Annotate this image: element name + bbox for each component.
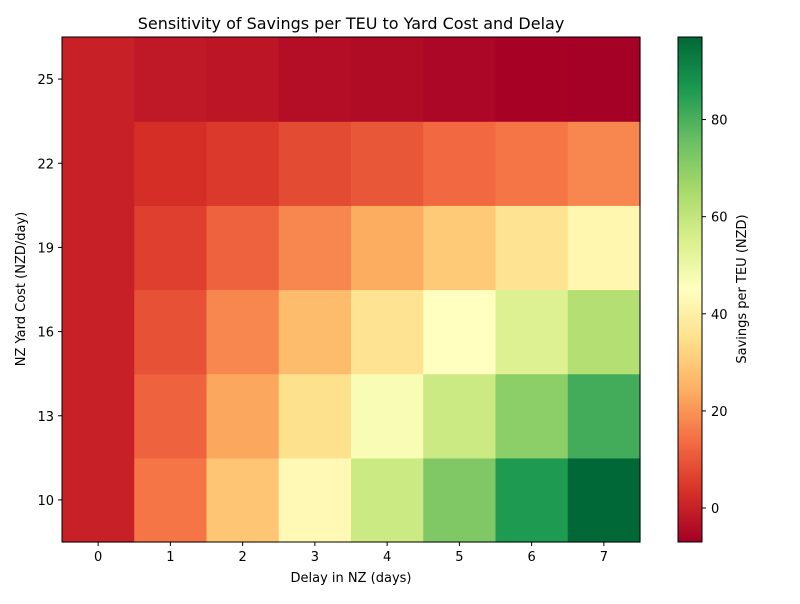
heatmap-cell <box>134 121 208 206</box>
heatmap-cell <box>62 373 135 459</box>
x-tick-label: 7 <box>600 550 608 565</box>
heatmap-cell <box>278 457 352 543</box>
colorbar-tick-label: 60 <box>711 211 728 226</box>
x-tick-label: 5 <box>455 550 463 565</box>
heatmap-cell <box>62 37 135 122</box>
heatmap-cell <box>134 205 208 291</box>
x-tick-label: 6 <box>527 550 535 565</box>
y-tick-label: 19 <box>37 241 54 256</box>
heatmap-cell <box>206 373 280 459</box>
heatmap-cell <box>351 121 424 206</box>
heatmap-cell <box>278 205 352 291</box>
x-axis-label: Delay in NZ (days) <box>291 571 412 586</box>
x-tick-label: 1 <box>166 550 174 565</box>
colorbar-tick-label: 80 <box>711 114 728 129</box>
heatmap-cell <box>206 205 280 291</box>
y-tick-label: 10 <box>37 494 54 509</box>
heatmap-cell <box>134 289 208 375</box>
heatmap-cell <box>351 457 424 543</box>
y-tick-label: 22 <box>37 157 54 172</box>
colorbar-tick-label: 20 <box>711 405 728 420</box>
colorbar-tick-label: 0 <box>711 502 719 517</box>
heatmap-cell <box>423 289 497 375</box>
heatmap-cell <box>351 205 424 291</box>
heatmap-cell <box>423 205 497 291</box>
heatmap-cell <box>134 457 208 543</box>
heatmap-cell <box>423 373 497 459</box>
colorbar-label: Savings per TEU (NZD) <box>735 214 750 363</box>
heatmap-cell <box>495 205 569 291</box>
heatmap-cells <box>62 37 641 543</box>
chart-title: Sensitivity of Savings per TEU to Yard C… <box>138 14 565 33</box>
heatmap-cell <box>567 37 641 122</box>
colorbar-tick-label: 40 <box>711 308 728 323</box>
heatmap-cell <box>351 289 424 375</box>
y-axis-label: NZ Yard Cost (NZD/day) <box>14 212 29 367</box>
heatmap-cell <box>495 457 569 543</box>
heatmap-cell <box>62 289 135 375</box>
heatmap-cell <box>495 37 569 122</box>
heatmap-cell <box>351 37 424 122</box>
x-tick-label: 2 <box>238 550 246 565</box>
heatmap-cell <box>62 205 135 291</box>
heatmap-cell <box>567 289 641 375</box>
heatmap-cell <box>495 373 569 459</box>
colorbar-ticks: 0 20 40 60 80 <box>702 114 728 517</box>
heatmap-cell <box>134 37 208 122</box>
x-tick-label: 0 <box>94 550 102 565</box>
y-tick-label: 25 <box>37 73 54 88</box>
plot-frame <box>61 36 641 543</box>
heatmap-cell <box>567 373 641 459</box>
heatmap-cell <box>278 289 352 375</box>
heatmap-cell <box>62 457 135 543</box>
y-tick-label: 16 <box>37 326 54 341</box>
heatmap-cell <box>567 205 641 291</box>
heatmap-cell <box>206 457 280 543</box>
y-tick-label: 13 <box>37 410 54 425</box>
heatmap-cell <box>206 37 280 122</box>
heatmap-cell <box>495 289 569 375</box>
x-axis-ticks: 0 1 2 3 4 5 6 7 <box>94 542 608 565</box>
heatmap-cell <box>495 121 569 206</box>
heatmap-cell <box>278 37 352 122</box>
heatmap-cell <box>62 121 135 206</box>
heatmap-cell <box>423 37 497 122</box>
x-tick-label: 4 <box>383 550 391 565</box>
heatmap-cell <box>206 121 280 206</box>
heatmap-cell <box>134 373 208 459</box>
heatmap-cell <box>423 457 497 543</box>
heatmap-cell <box>567 121 641 206</box>
heatmap-cell <box>423 121 497 206</box>
heatmap-cell <box>278 373 352 459</box>
heatmap-cell <box>567 457 641 543</box>
y-axis-ticks: 10 13 16 19 22 25 <box>37 73 62 509</box>
colorbar-gradient <box>677 36 703 543</box>
heatmap-cell <box>206 289 280 375</box>
heatmap-cell <box>351 373 424 459</box>
colorbar: 0 20 40 60 80 Savings per TEU (NZD) <box>677 36 750 543</box>
heatmap-cell <box>278 121 352 206</box>
x-tick-label: 3 <box>311 550 319 565</box>
